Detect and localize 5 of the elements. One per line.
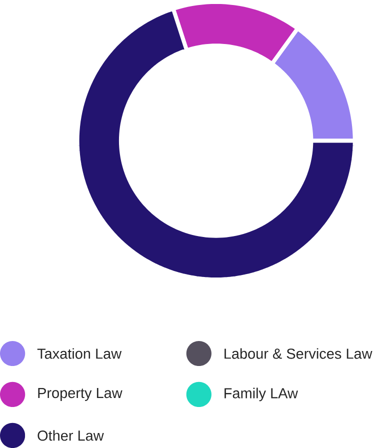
- legend-label: Property Law: [38, 388, 123, 401]
- legend-label: Taxation Law: [38, 348, 122, 359]
- legend-label: Other Law: [38, 430, 104, 441]
- legend-label: Family LAw: [224, 388, 298, 402]
- legend-label: Labour & Services Law: [224, 348, 372, 359]
